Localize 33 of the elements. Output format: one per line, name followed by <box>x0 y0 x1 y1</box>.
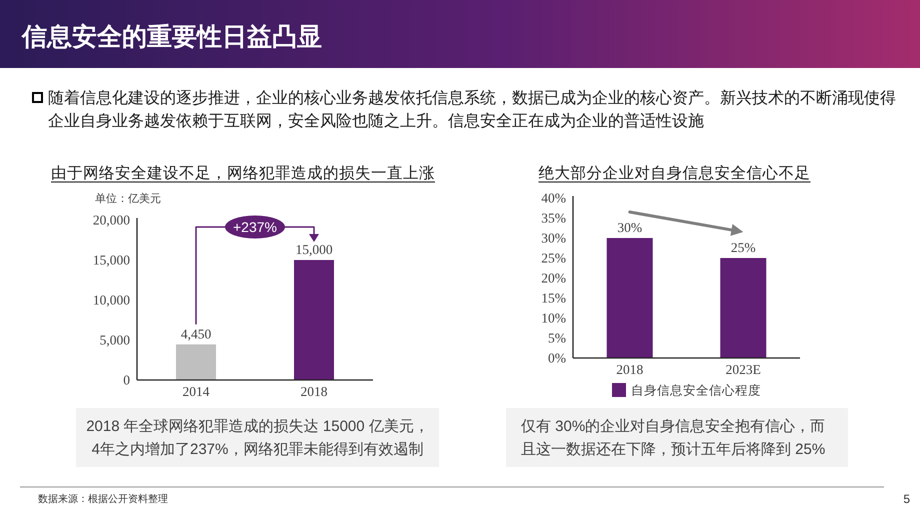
y-tick-label: 10,000 <box>92 292 130 308</box>
y-tick-label: 30% <box>541 230 566 246</box>
y-tick-label: 15% <box>541 290 566 306</box>
text: 仅有 30%的企业对自身信息安全抱有信心，而且这一数据还在下降，预计五年后将降到 25% <box>521 417 826 460</box>
data-label: 4,450 <box>180 326 212 342</box>
text: 2018 年全球网络犯罪造成的损失达 15000 亿美元，4年之内增加了237%，网络犯罪未能得到有效遏制 <box>85 417 430 460</box>
source-note: 数据来源：根据公开资料整理 <box>38 492 169 506</box>
legend-label: 自身信息安全信心程度 <box>631 382 761 398</box>
y-tick-label: 5% <box>548 330 566 346</box>
y-tick-label: 5,000 <box>100 332 130 348</box>
data-label: 25% <box>730 240 756 255</box>
x-tick-label: 2014 <box>182 384 210 399</box>
data-label: 30% <box>617 220 642 235</box>
y-tick-label: 15,000 <box>92 252 130 268</box>
y-tick-label: 20% <box>541 270 566 286</box>
y-tick-label: 0% <box>548 350 566 366</box>
x-tick-label: 2023E <box>726 362 761 377</box>
annotation: +237% <box>233 219 277 235</box>
page-title: 信息安全的重要性日益凸显 <box>22 23 322 51</box>
y-axis-title: 单位：亿美元 <box>95 192 161 205</box>
chart-title: 绝大部分企业对自身信息安全信心不足 <box>538 164 810 182</box>
chart-title: 由于网络安全建设不足，网络犯罪造成的损失一直上涨 <box>51 164 435 182</box>
data-label: 15,000 <box>295 242 333 257</box>
y-tick-label: 20,000 <box>92 212 130 228</box>
y-tick-label: 10% <box>541 310 566 326</box>
x-tick-label: 2018 <box>300 384 328 399</box>
y-tick-label: 35% <box>541 210 566 226</box>
y-tick-label: 40% <box>541 190 566 206</box>
y-tick-label: 25% <box>541 250 566 266</box>
text: 5 <box>902 492 910 506</box>
text: 随着信息化建设的逐步推进，企业的核心业务越发依托信息系统，数据已成为企业的核心资产。新兴技术的不断涌现使得企业自身业务越发依赖于互联网，安全风险也随之上升。信息安全正在成为企业的普适性设施 <box>48 88 897 132</box>
x-tick-label: 2018 <box>616 362 644 377</box>
y-tick-label: 0 <box>123 372 130 388</box>
